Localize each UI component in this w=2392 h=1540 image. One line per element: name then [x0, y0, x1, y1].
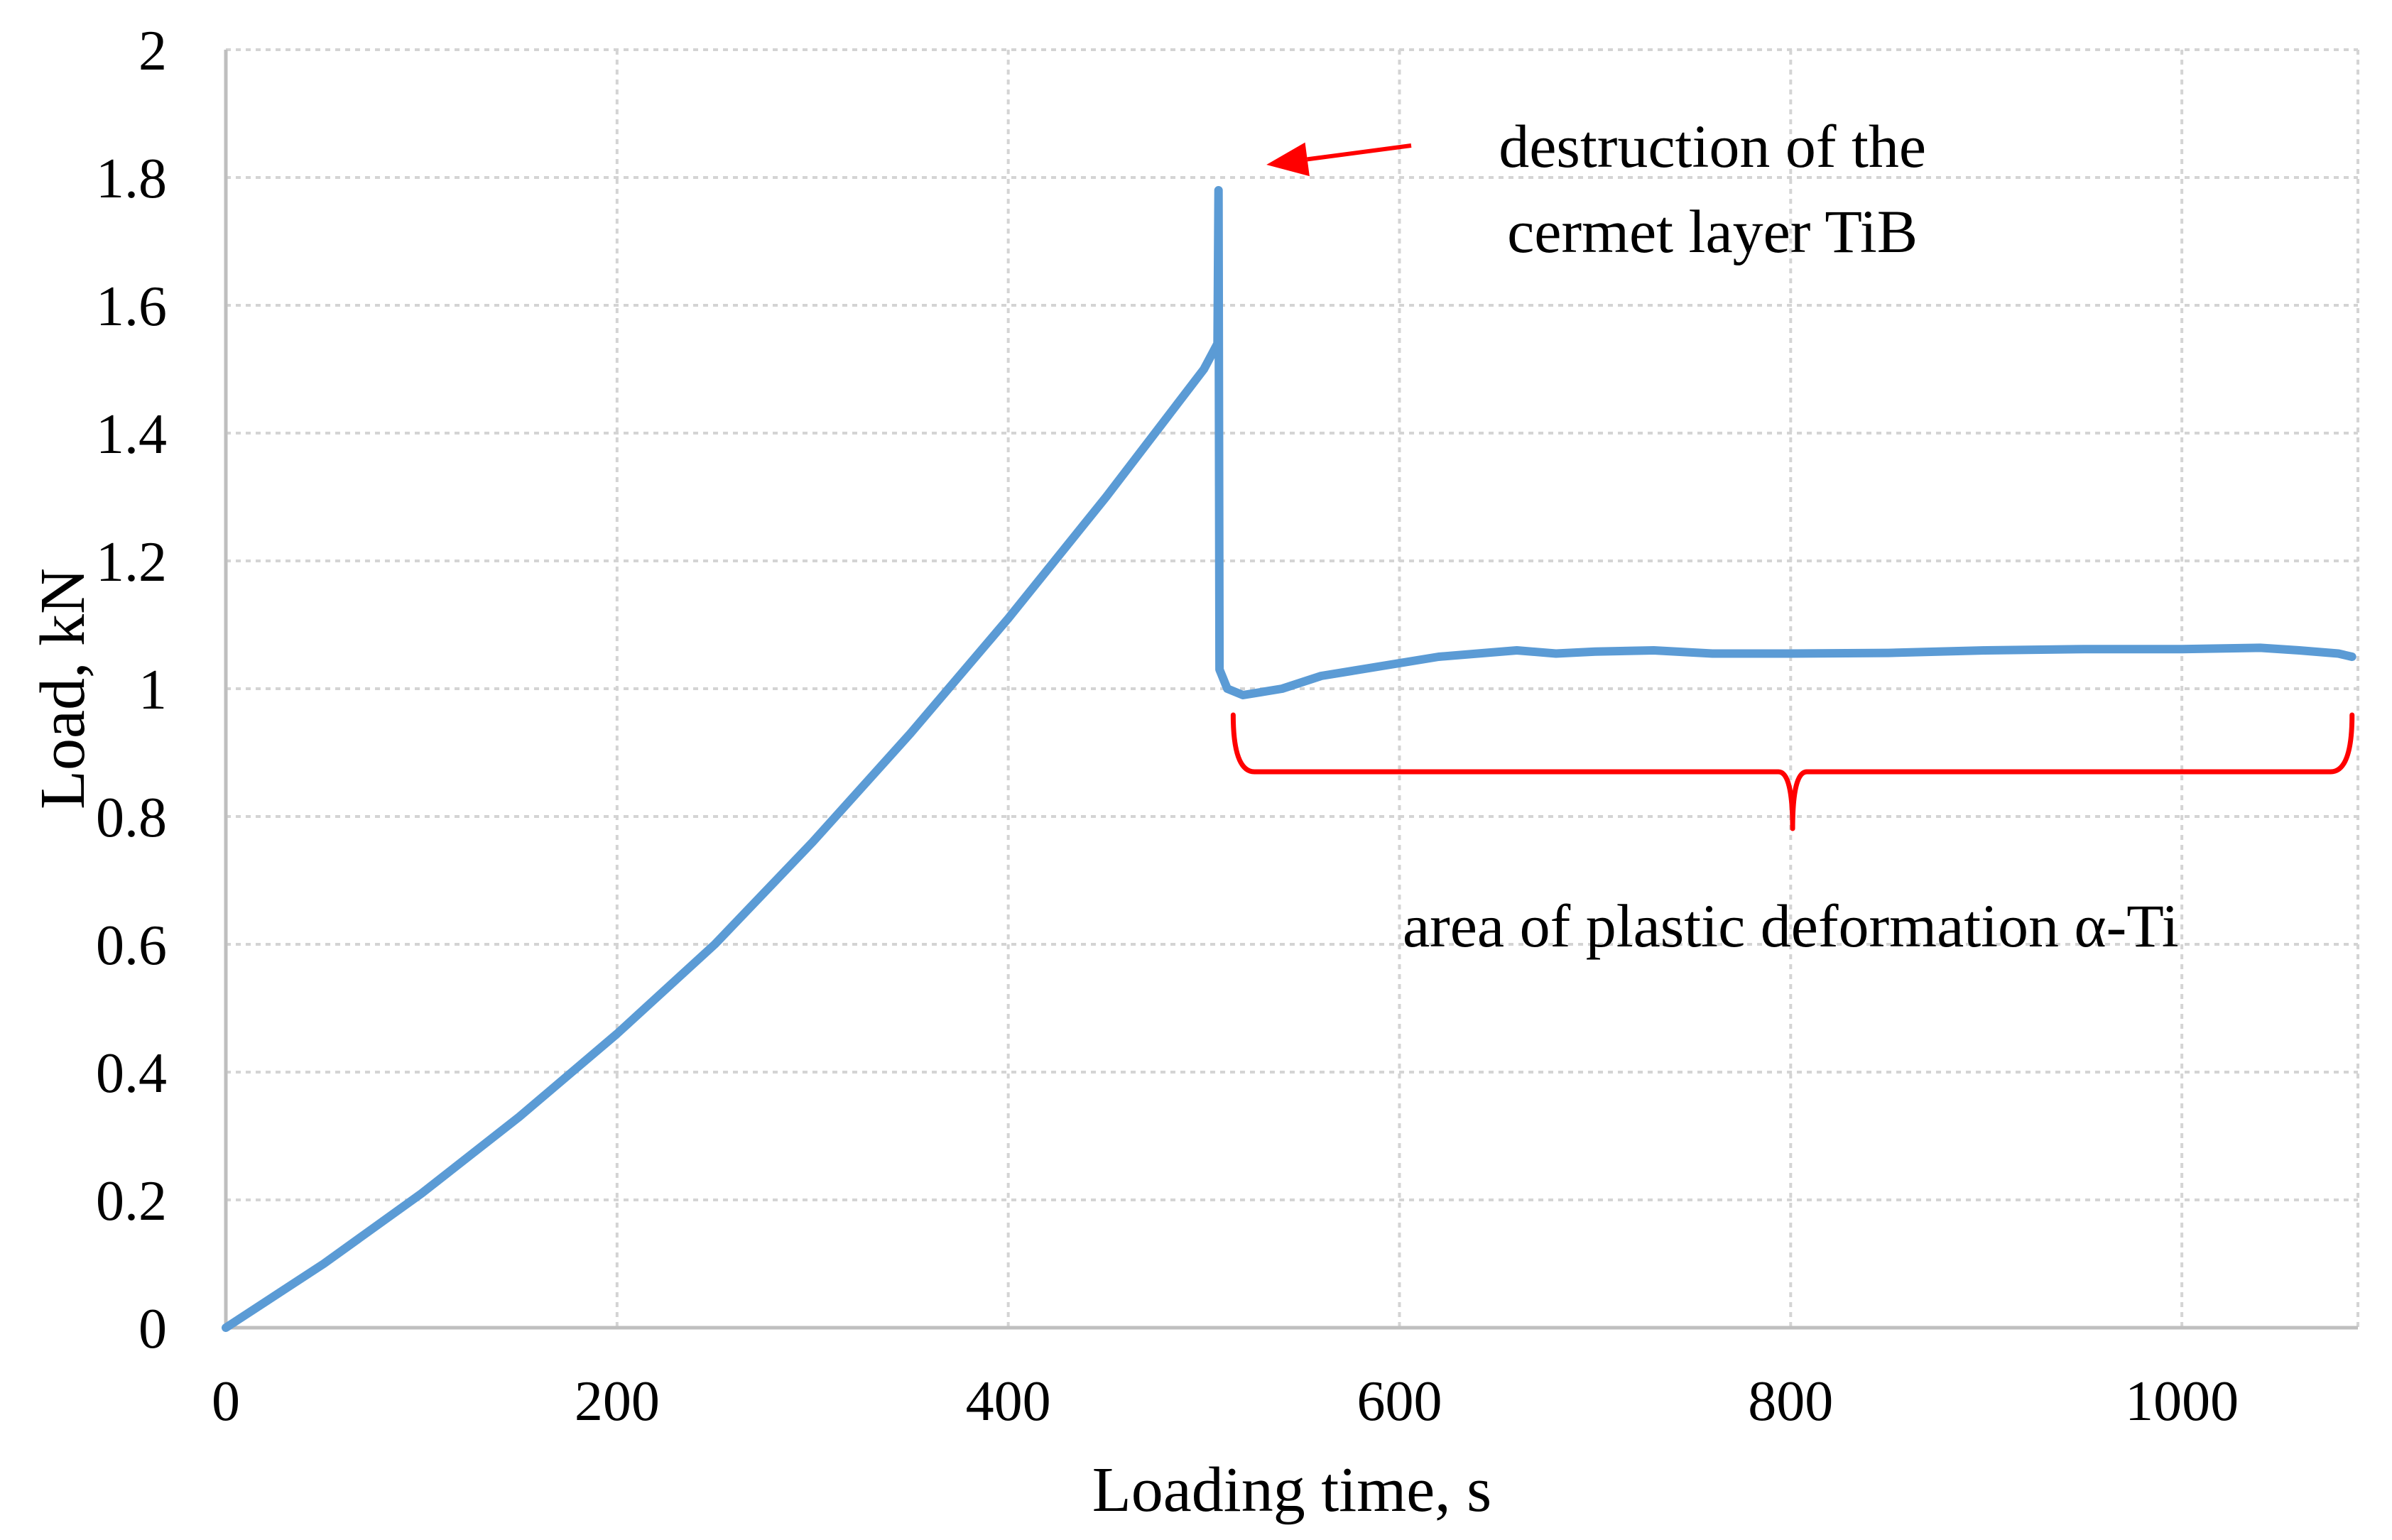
annotation-text-destruction: destruction of the [1499, 112, 1926, 180]
x-tick-label: 800 [1748, 1370, 1833, 1433]
x-tick-label: 200 [575, 1370, 660, 1433]
label-layer: Loading time, s Load, kN 0 0.2 0.4 0.6 0.8 1 1… [28, 20, 2239, 1525]
x-tick-label: 0 [212, 1370, 240, 1433]
x-tick-label: 600 [1357, 1370, 1442, 1433]
y-tick-label: 2 [138, 20, 167, 82]
y-tick-label: 0.2 [96, 1170, 167, 1233]
y-axis-title: Load, kN [28, 568, 98, 809]
y-tick-label: 1 [138, 659, 167, 721]
series-line-0 [222, 186, 2356, 1332]
annotation-text-plastic: area of plastic deformation α-Ti [1403, 892, 2179, 960]
annotation-arrow-head [1266, 142, 1310, 177]
x-tick-label: 1000 [2125, 1370, 2239, 1433]
y-tick-label: 1.2 [96, 531, 167, 594]
y-tick-label: 0 [138, 1298, 167, 1360]
x-tick-label: 400 [966, 1370, 1051, 1433]
y-tick-label: 1.6 [96, 275, 167, 338]
grid-layer [226, 48, 2359, 1328]
y-tick-label: 0.4 [96, 1042, 167, 1105]
x-axis-title: Loading time, s [1092, 1455, 1491, 1525]
annotation-brace [1230, 712, 2355, 831]
series-layer [222, 186, 2356, 1332]
y-tick-label: 1.4 [96, 403, 167, 466]
axes-layer [224, 50, 2358, 1330]
y-tick-label: 0.6 [96, 914, 167, 977]
annotation-layer: destruction of the cermet layer TiB area o… [1230, 112, 2355, 960]
y-tick-label: 0.8 [96, 787, 167, 849]
annotation-arrow-shaft [1307, 143, 1412, 162]
annotation-text-destruction: cermet layer TiB [1507, 197, 1918, 266]
y-tick-label: 1.8 [96, 148, 167, 210]
